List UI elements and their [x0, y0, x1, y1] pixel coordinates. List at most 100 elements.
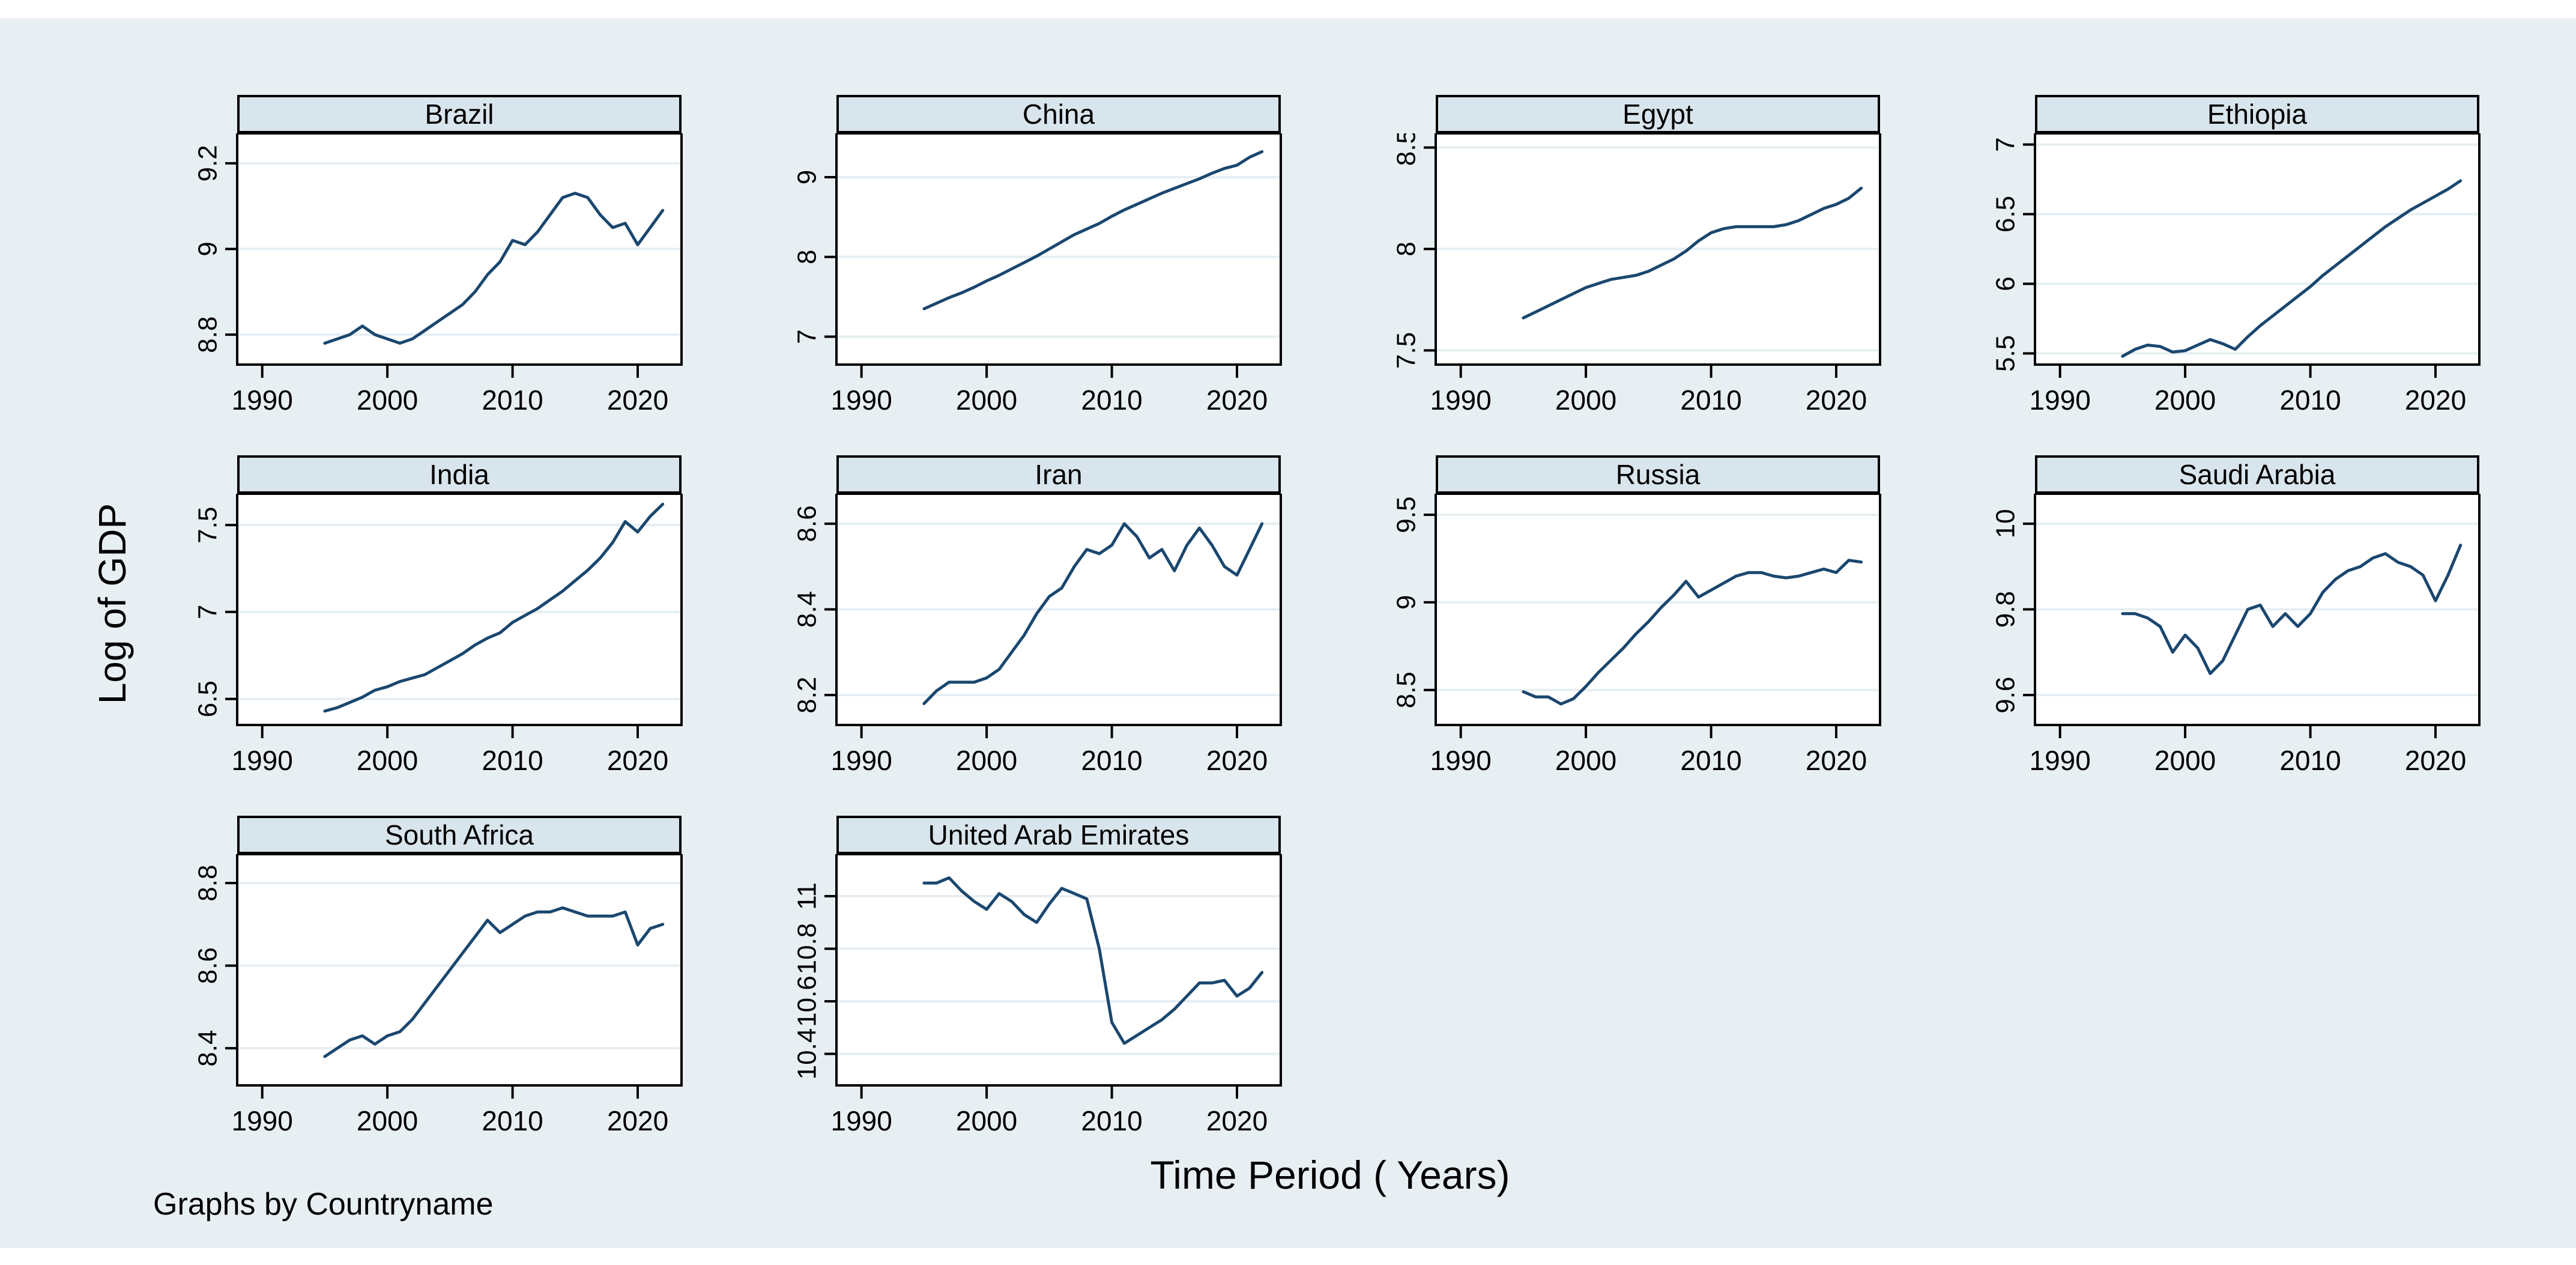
gdp-line	[2121, 544, 2463, 675]
panel-china: China 7 8 9 1990 2000 2010 2020	[779, 95, 1287, 431]
panel-plot-egypt: 7.5 8 8.5 1990 2000 2010 2020	[1392, 133, 1881, 416]
x-tick-label: 2020	[1806, 384, 1867, 416]
y-tick-label: 10.4	[793, 1028, 822, 1080]
panel-title: Ethiopia	[2035, 95, 2479, 133]
y-tick-label: 6.5	[193, 681, 223, 717]
x-tick-label: 2010	[482, 745, 543, 776]
x-tick-label: 1990	[1430, 745, 1492, 776]
y-tick-label: 7	[793, 329, 822, 344]
y-tick-label: 8.4	[793, 591, 822, 628]
plot-area	[237, 494, 682, 725]
x-tick-label: 2000	[357, 384, 418, 416]
x-tick-label: 2020	[607, 384, 668, 416]
plot-frame	[835, 133, 1282, 366]
x-tick-label: 2020	[607, 1105, 668, 1136]
x-tick-label: 2000	[2154, 745, 2216, 776]
x-tick-label: 2020	[1206, 745, 1268, 776]
y-tick-label: 9.5	[1392, 496, 1421, 533]
gdp-line	[1522, 186, 1863, 320]
y-tick-label: 8.5	[1392, 133, 1421, 166]
panel-title: South Africa	[237, 816, 682, 854]
plot-area	[237, 854, 682, 1085]
x-tick-label: 2010	[482, 1105, 543, 1136]
x-tick-label: 1990	[2030, 745, 2091, 776]
y-tick-label: 8.5	[1392, 672, 1421, 708]
y-tick-label: 8.4	[193, 1030, 223, 1067]
panel-title: Egypt	[1436, 95, 1880, 133]
panel-title: United Arab Emirates	[836, 816, 1281, 854]
plot-area	[2035, 133, 2479, 365]
y-tick-label: 8.6	[793, 505, 822, 542]
panel-plot-saudi-arabia: 9.6 9.8 10 1990 2000 2010 2020	[1991, 494, 2481, 776]
panel-plot-iran: 8.2 8.4 8.6 1990 2000 2010 2020	[793, 494, 1282, 776]
graphs-by-note: Graphs by Countryname	[153, 1187, 494, 1222]
x-tick-label: 1990	[831, 384, 892, 416]
y-tick-label: 8	[1392, 241, 1421, 256]
x-tick-label: 2010	[1680, 745, 1741, 776]
x-tick-label: 1990	[831, 1105, 892, 1136]
x-tick-label: 2000	[956, 384, 1017, 416]
gdp-line	[1522, 559, 1863, 706]
plot-frame	[236, 854, 683, 1087]
x-tick-label: 1990	[232, 384, 293, 416]
y-tick-label: 8	[793, 250, 822, 264]
x-tick-label: 2000	[2154, 384, 2216, 416]
y-axis-title: Log of GDP	[91, 503, 134, 705]
y-tick-label: 9.8	[1991, 591, 2021, 628]
x-tick-label: 2000	[1555, 384, 1616, 416]
x-tick-label: 2010	[482, 384, 543, 416]
x-tick-label: 2010	[1680, 384, 1741, 416]
panel-plot-china: 7 8 9 1990 2000 2010 2020	[793, 133, 1282, 416]
panel-egypt: Egypt 7.5 8 8.5 1990 2000 2010 2020	[1379, 95, 1886, 431]
y-tick-label: 10	[1991, 509, 2021, 538]
x-tick-label: 1990	[2030, 384, 2091, 416]
y-tick-label: 8.8	[193, 865, 223, 902]
gdp-line	[922, 876, 1264, 1045]
panel-south-africa: South Africa 8.4 8.6 8.8 1990 2000 2010 2020	[180, 816, 688, 1151]
panel-plot-ethiopia: 5.5 6 6.5 7 1990 2000 2010 2020	[1991, 133, 2481, 416]
x-tick-label: 2010	[1081, 745, 1142, 776]
y-tick-label: 9.2	[193, 145, 223, 181]
plot-frame	[1435, 494, 1881, 726]
x-tick-label: 2000	[357, 745, 418, 776]
x-tick-label: 1990	[232, 745, 293, 776]
y-tick-label: 9	[793, 170, 822, 184]
y-tick-label: 10.8	[793, 923, 822, 975]
panel-brazil: Brazil 8.8 9 9.2 1990 2000 2010 2020	[180, 95, 688, 431]
panel-grid: Brazil 8.8 9 9.2 1990 2000 2010 2020 China 7 8 9 199…	[180, 95, 2485, 1151]
panel-title: Russia	[1436, 455, 1880, 494]
x-tick-label: 2020	[2405, 384, 2466, 416]
panel-united-arab-emirates: United Arab Emirates 10.4 10.6 10.8 11 1990 20…	[779, 816, 1287, 1151]
plot-frame	[2034, 133, 2481, 366]
panel-plot-united-arab-emirates: 10.410.610.8 11 1990 2000 2010 2020	[793, 854, 1282, 1136]
x-tick-label: 2000	[956, 1105, 1017, 1136]
panel-title: Brazil	[237, 95, 682, 133]
x-tick-label: 2020	[2405, 745, 2466, 776]
y-tick-label: 7	[193, 605, 223, 619]
gdp-line	[922, 150, 1264, 311]
x-tick-label: 1990	[232, 1105, 293, 1136]
y-tick-label: 7.5	[193, 507, 223, 544]
x-tick-label: 1990	[1430, 384, 1492, 416]
y-tick-label: 6.5	[1991, 196, 2021, 232]
panel-plot-south-africa: 8.4 8.6 8.8 1990 2000 2010 2020	[193, 854, 683, 1136]
y-tick-label: 11	[793, 882, 822, 910]
y-tick-label: 7	[1991, 137, 2021, 151]
x-tick-label: 2000	[1555, 745, 1616, 776]
y-tick-label: 6	[1991, 276, 2021, 291]
x-tick-label: 2020	[1806, 745, 1867, 776]
y-tick-label: 9	[1392, 595, 1421, 610]
x-axis-title: Time Period ( Years)	[1150, 1153, 1510, 1197]
y-tick-label: 5.5	[1991, 335, 2021, 372]
x-tick-label: 2010	[1081, 384, 1142, 416]
y-tick-label: 8.8	[193, 317, 223, 353]
x-tick-label: 2010	[2279, 745, 2341, 776]
plot-frame	[236, 494, 683, 726]
x-tick-label: 2000	[357, 1105, 418, 1136]
y-tick-label: 10.6	[793, 975, 822, 1027]
panel-title: Saudi Arabia	[2035, 455, 2479, 494]
y-tick-label: 9.6	[1991, 677, 2021, 714]
panel-plot-brazil: 8.8 9 9.2 1990 2000 2010 2020	[193, 133, 683, 416]
plot-area	[836, 133, 1281, 365]
y-tick-label: 7.5	[1392, 332, 1421, 369]
